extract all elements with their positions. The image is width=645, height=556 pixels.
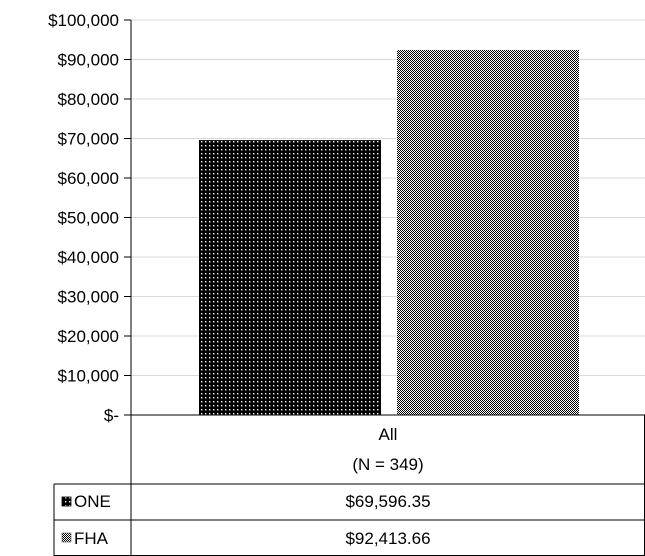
y-axis: $- $10,000 $20,000 $30,000 $40,000 $50,000 $60… — [48, 11, 131, 425]
y-tick-label: $10,000 — [58, 367, 119, 386]
bars — [199, 49, 579, 416]
legend-label-fha: FHA — [74, 529, 109, 548]
y-tick-label: $90,000 — [58, 51, 119, 70]
y-tick-label: $30,000 — [58, 288, 119, 307]
y-tick-label: $20,000 — [58, 327, 119, 346]
y-tick-label: $- — [104, 406, 119, 425]
y-tick-label: $80,000 — [58, 90, 119, 109]
legend-swatch-one — [61, 496, 72, 507]
category-label: All — [379, 425, 398, 444]
bar-one — [199, 140, 381, 415]
data-value-one: $69,596.35 — [345, 492, 430, 511]
y-tick-label: $50,000 — [58, 209, 119, 228]
y-tick-label: $100,000 — [48, 11, 119, 30]
bar-fha — [397, 49, 579, 416]
legend-swatch-fha — [61, 532, 72, 543]
data-value-fha: $92,413.66 — [345, 529, 430, 548]
y-tick-label: $60,000 — [58, 169, 119, 188]
category-sublabel: (N = 349) — [352, 455, 423, 474]
y-tick-label: $70,000 — [58, 130, 119, 149]
legend-label-one: ONE — [74, 492, 111, 511]
y-tick-label: $40,000 — [58, 248, 119, 267]
